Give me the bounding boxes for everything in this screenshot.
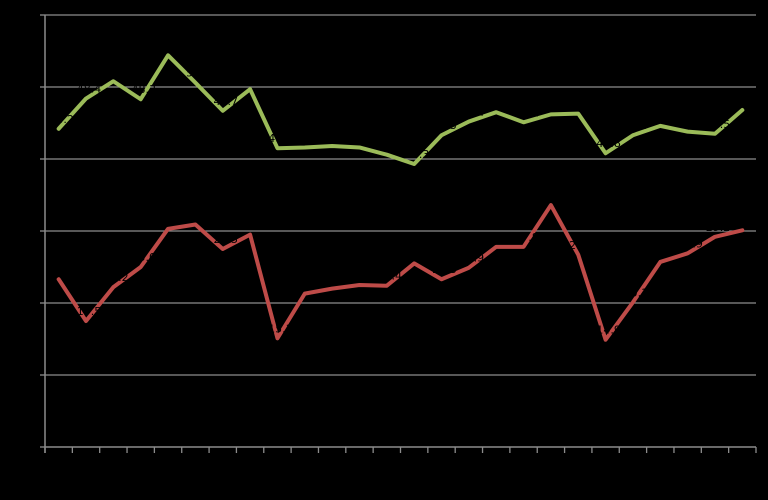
red-series-data-label: 27.5 xyxy=(214,233,239,246)
red-series-data-label: 29.5 xyxy=(241,219,266,232)
green-series-data-label: 40.6 xyxy=(378,139,403,152)
green-series-data-label: 48.3 xyxy=(131,83,156,96)
green-series-data-label: 43.3 xyxy=(432,119,457,132)
red-series-data-label: 25.5 xyxy=(405,247,430,260)
green-series-data-label: 46.8 xyxy=(733,94,758,107)
red-series-data-label: 17.5 xyxy=(77,305,102,318)
green-series-data-label: 48.4 xyxy=(77,83,102,96)
green-series-data-label: 46.7 xyxy=(214,95,239,108)
green-series-line xyxy=(56,53,745,167)
green-series-data-label: 44.2 xyxy=(49,113,74,126)
green-series-data-label: 43.8 xyxy=(678,116,703,129)
red-series-data-label: 30.1 xyxy=(733,214,758,227)
red-series-data-label: 22.4 xyxy=(378,270,403,283)
red-series-data-label: 25.0 xyxy=(131,251,156,264)
green-series-data-label: 41.6 xyxy=(350,131,375,144)
red-series-data-label: 26.7 xyxy=(569,239,594,252)
red-series-data-label: 27.8 xyxy=(514,231,539,244)
red-series-data-label: 22.0 xyxy=(323,273,348,286)
green-series-data-label: 46.2 xyxy=(542,98,567,111)
red-series-data-label: 27.8 xyxy=(487,231,512,244)
green-series-data-label: 49.7 xyxy=(241,73,266,86)
red-series-data-label: 30.9 xyxy=(186,209,211,222)
red-series-data-label: 22.5 xyxy=(350,269,375,282)
red-series-line xyxy=(56,203,745,342)
red-series-data-label: 29.2 xyxy=(706,221,731,234)
red-series-data-label: 26.9 xyxy=(678,237,703,250)
green-series-data-label: 50.8 xyxy=(104,65,129,78)
green-series-data-label: 46.5 xyxy=(487,96,512,109)
green-series-data-label: 46.3 xyxy=(569,98,594,111)
red-series-data-label: 22.2 xyxy=(104,271,129,284)
green-series-data-label: 45.1 xyxy=(514,106,539,119)
red-series-data-label: 14.9 xyxy=(596,324,621,337)
green-series-data-label: 41.5 xyxy=(268,132,293,145)
red-series-data-label: 25.7 xyxy=(651,246,676,259)
green-series-data-label: 50.6 xyxy=(186,67,211,80)
green-series-data-label: 41.8 xyxy=(323,130,348,143)
green-series-data-label: 39.3 xyxy=(405,148,430,161)
red-series-data-label: 30.3 xyxy=(159,213,184,226)
red-series-data-label: 23.3 xyxy=(432,263,457,276)
green-series-data-label: 45.2 xyxy=(460,106,485,119)
red-series-data-label: 15.1 xyxy=(268,322,293,335)
red-series-data-label: 20.1 xyxy=(624,286,649,299)
green-series-data-label: 54.4 xyxy=(159,39,184,52)
red-series-data-label: 21.3 xyxy=(296,278,321,291)
green-series-data-label: 40.8 xyxy=(596,137,621,150)
green-series-data-label: 43.3 xyxy=(624,119,649,132)
green-series-data-label: 41.6 xyxy=(296,131,321,144)
red-series-data-label: 33.6 xyxy=(542,189,567,202)
green-series-data-label: 44.6 xyxy=(651,110,676,123)
green-series-data-label: 43.5 xyxy=(706,118,731,131)
red-series-data-label: 24.9 xyxy=(460,252,485,265)
red-series-data-label: 23.3 xyxy=(49,263,74,276)
